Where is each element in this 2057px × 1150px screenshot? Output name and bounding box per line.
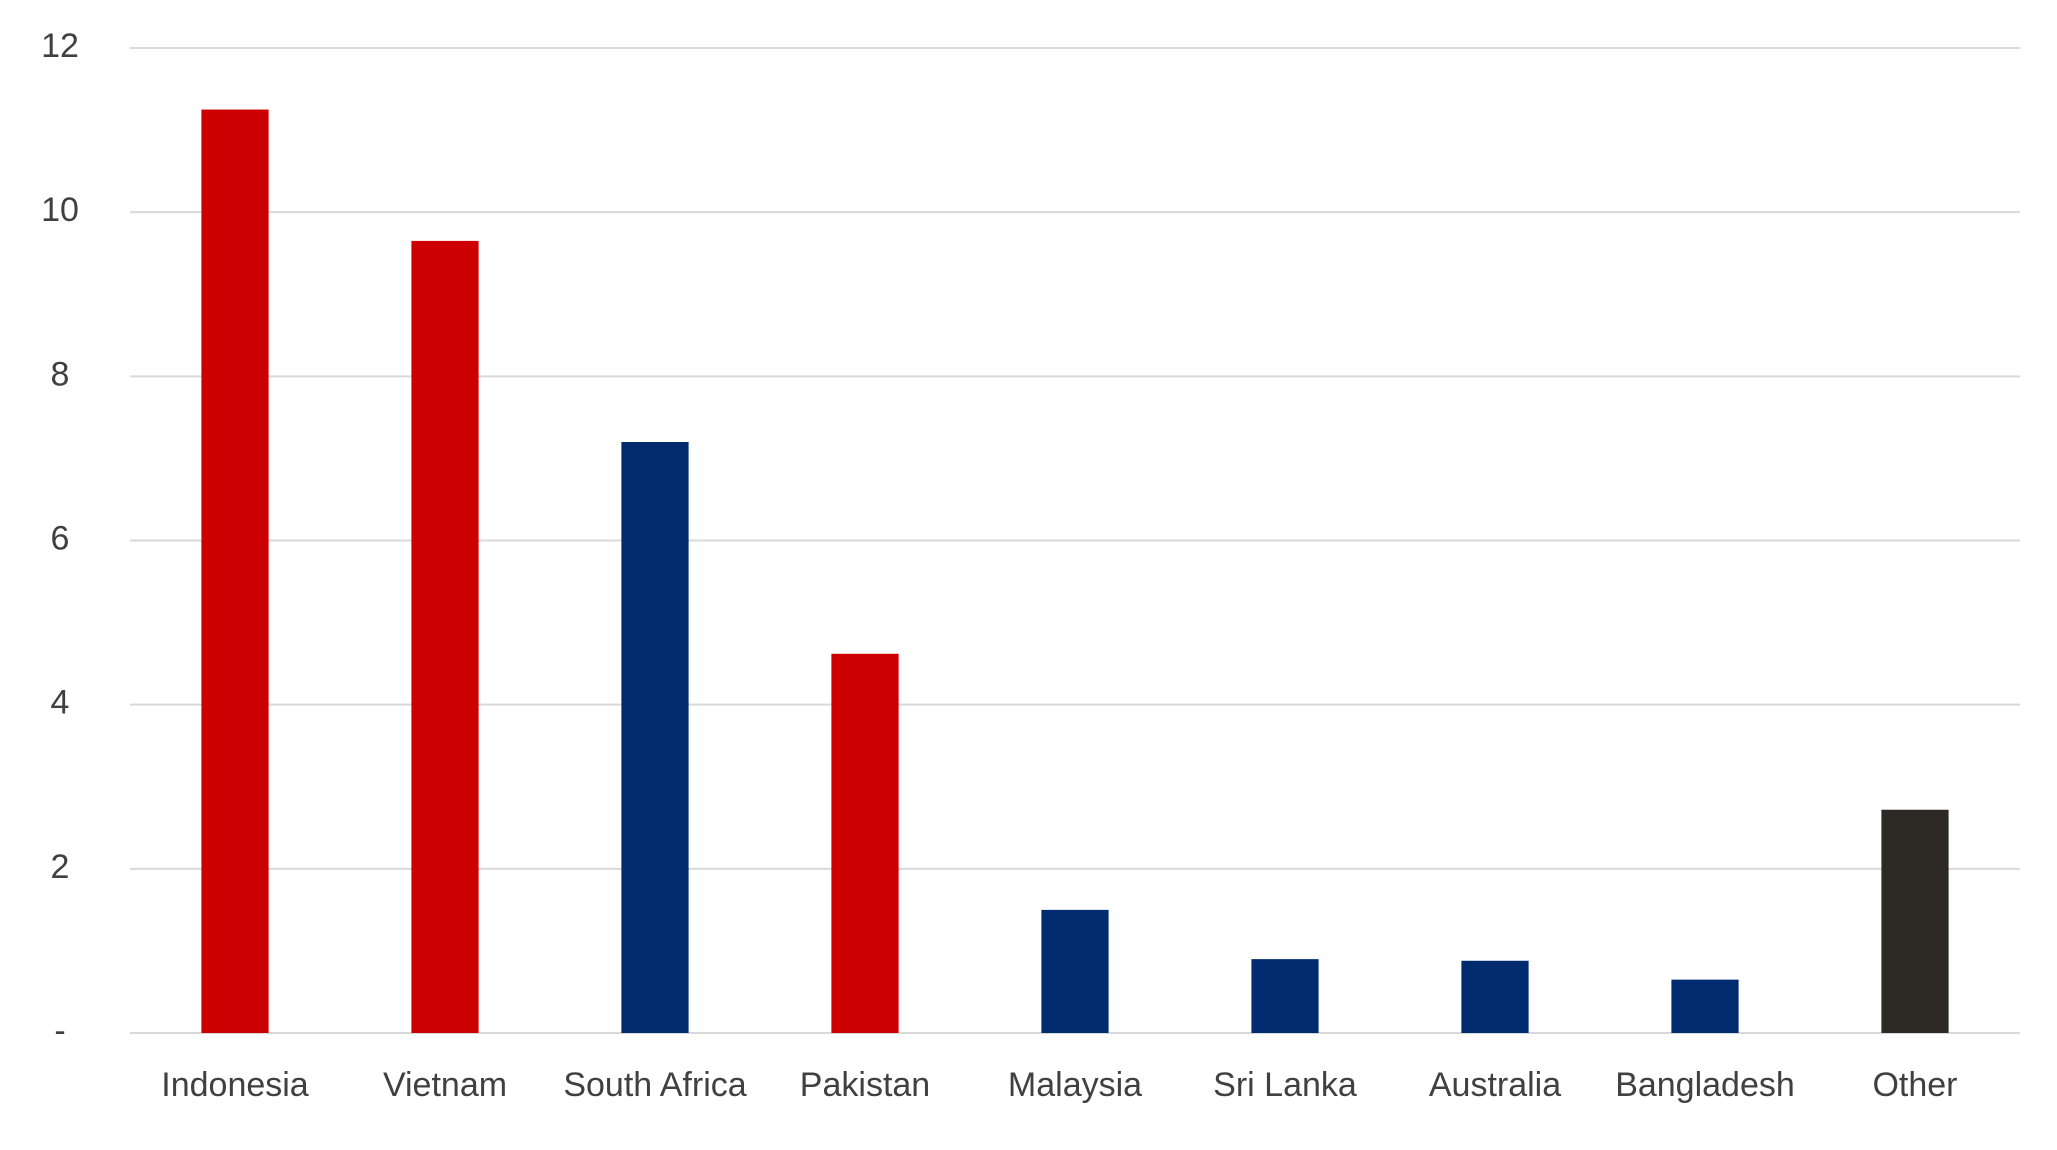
y-tick-label: 8: [51, 355, 70, 393]
y-tick-label: 12: [41, 27, 79, 65]
y-tick-label: 2: [51, 848, 70, 886]
bar: [831, 653, 899, 1033]
y-tick-label: 6: [51, 519, 70, 557]
bar: [1041, 909, 1109, 1033]
y-tick-label: -: [54, 1012, 65, 1050]
y-tick-label: 10: [41, 191, 79, 229]
x-tick-label: Sri Lanka: [1213, 1066, 1357, 1104]
x-tick-label: Pakistan: [800, 1066, 930, 1104]
x-tick-label: Indonesia: [161, 1066, 309, 1104]
x-tick-label: Malaysia: [1008, 1066, 1142, 1104]
bar: [1461, 960, 1529, 1033]
bar: [411, 240, 479, 1034]
x-tick-label: Australia: [1429, 1066, 1561, 1104]
bar: [1881, 809, 1949, 1033]
bar: [621, 442, 689, 1033]
y-tick-label: 4: [51, 684, 70, 722]
bar: [1251, 959, 1319, 1033]
x-tick-label: Vietnam: [383, 1066, 507, 1104]
x-tick-label: Other: [1872, 1066, 1957, 1104]
bar: [1671, 979, 1739, 1033]
x-tick-label: South Africa: [563, 1066, 746, 1104]
x-tick-label: Bangladesh: [1615, 1066, 1795, 1104]
bar: [201, 109, 269, 1033]
